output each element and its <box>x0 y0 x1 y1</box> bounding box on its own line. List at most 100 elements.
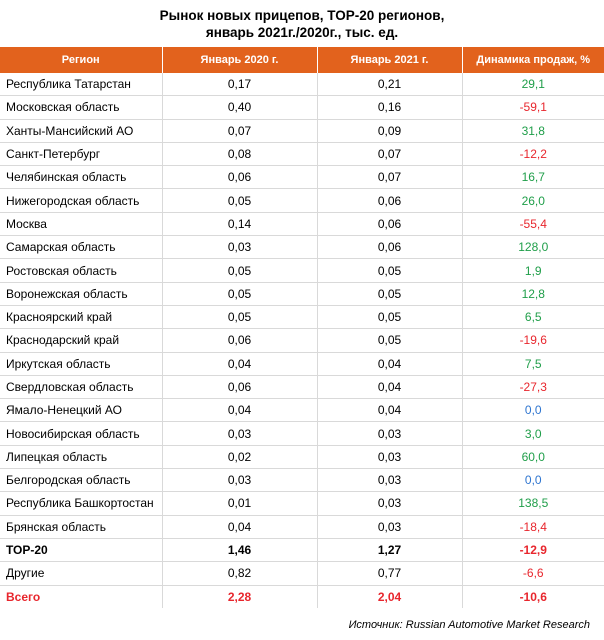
cell-jan-2020: 1,46 <box>162 538 318 563</box>
cell-jan-2020: 0,40 <box>162 95 318 120</box>
cell-region: Брянская область <box>0 515 163 539</box>
table-row: Московская область 0,40 0,16 -59,1 <box>0 95 604 120</box>
table-row: Санкт-Петербург 0,08 0,07 -12,2 <box>0 142 604 167</box>
cell-region: Другие <box>0 561 163 586</box>
cell-change: 7,5 <box>462 352 604 376</box>
header-change: Динамика продаж, % <box>462 47 604 73</box>
cell-jan-2021: 0,05 <box>317 305 463 330</box>
cell-region: Красноярский край <box>0 305 163 330</box>
chart-title-line-1: Рынок новых прицепов, ТОР-20 регионов, <box>159 8 445 23</box>
data-table: Регион Январь 2020 г. Январь 2021 г. Дин… <box>0 47 604 608</box>
cell-region: Липецкая область <box>0 445 163 470</box>
cell-region: Республика Татарстан <box>0 73 163 97</box>
table-row: Нижегородская область 0,05 0,06 26,0 <box>0 188 604 213</box>
cell-jan-2021: 0,03 <box>317 515 463 539</box>
cell-region: Московская область <box>0 95 163 120</box>
table-row: Ростовская область 0,05 0,05 1,9 <box>0 258 604 283</box>
table-row: Брянская область 0,04 0,03 -18,4 <box>0 515 604 539</box>
cell-jan-2020: 0,03 <box>162 421 318 446</box>
cell-change: 3,0 <box>462 421 604 446</box>
cell-jan-2021: 0,04 <box>317 375 463 400</box>
cell-jan-2020: 0,06 <box>162 165 318 190</box>
cell-change: -27,3 <box>462 375 604 400</box>
cell-jan-2021: 0,07 <box>317 165 463 190</box>
cell-jan-2021: 2,04 <box>317 585 463 608</box>
cell-jan-2021: 0,03 <box>317 468 463 493</box>
summary-row: Всего 2,28 2,04 -10,6 <box>0 585 604 608</box>
cell-region: Самарская область <box>0 235 163 260</box>
table-row: Иркутская область 0,04 0,04 7,5 <box>0 352 604 376</box>
table-row: Краснодарский край 0,06 0,05 -19,6 <box>0 328 604 353</box>
cell-jan-2021: 0,06 <box>317 188 463 213</box>
cell-region: Москва <box>0 212 163 237</box>
cell-region: Белгородская область <box>0 468 163 493</box>
cell-jan-2020: 2,28 <box>162 585 318 608</box>
table-row: Москва 0,14 0,06 -55,4 <box>0 212 604 237</box>
cell-jan-2020: 0,14 <box>162 212 318 237</box>
cell-change: -18,4 <box>462 515 604 539</box>
cell-jan-2021: 0,04 <box>317 398 463 423</box>
cell-change: 0,0 <box>462 398 604 423</box>
cell-jan-2020: 0,05 <box>162 258 318 283</box>
cell-change: 26,0 <box>462 188 604 213</box>
cell-jan-2021: 0,16 <box>317 95 463 120</box>
cell-jan-2021: 0,05 <box>317 328 463 353</box>
cell-jan-2020: 0,17 <box>162 73 318 97</box>
cell-jan-2021: 0,03 <box>317 421 463 446</box>
cell-jan-2020: 0,07 <box>162 119 318 143</box>
cell-jan-2020: 0,01 <box>162 491 318 516</box>
table-row: Красноярский край 0,05 0,05 6,5 <box>0 305 604 330</box>
cell-jan-2021: 0,77 <box>317 561 463 586</box>
cell-change: 6,5 <box>462 305 604 330</box>
table-header: Регион Январь 2020 г. Январь 2021 г. Дин… <box>0 47 604 73</box>
chart-title-line-2: январь 2021г./2020г., тыс. ед. <box>205 25 399 40</box>
cell-jan-2021: 0,09 <box>317 119 463 143</box>
cell-jan-2020: 0,02 <box>162 445 318 470</box>
table-row: Челябинская область 0,06 0,07 16,7 <box>0 165 604 190</box>
cell-jan-2020: 0,06 <box>162 328 318 353</box>
cell-region: Всего <box>0 585 163 608</box>
cell-region: Нижегородская область <box>0 188 163 213</box>
summary-row: ТОР-20 1,46 1,27 -12,9 <box>0 538 604 563</box>
header-region: Регион <box>0 47 163 73</box>
cell-jan-2020: 0,82 <box>162 561 318 586</box>
header-jan-2021: Январь 2021 г. <box>317 47 463 73</box>
cell-change: -59,1 <box>462 95 604 120</box>
cell-region: Воронежская область <box>0 282 163 306</box>
cell-region: Челябинская область <box>0 165 163 190</box>
table-row: Ханты-Мансийский АО 0,07 0,09 31,8 <box>0 119 604 143</box>
cell-change: 12,8 <box>462 282 604 306</box>
source-note: Источник: Russian Automotive Market Rese… <box>348 619 590 631</box>
cell-jan-2020: 0,03 <box>162 468 318 493</box>
table-row: Свердловская область 0,06 0,04 -27,3 <box>0 375 604 400</box>
cell-jan-2020: 0,04 <box>162 515 318 539</box>
cell-change: -6,6 <box>462 561 604 586</box>
cell-change: 1,9 <box>462 258 604 283</box>
cell-jan-2021: 0,06 <box>317 235 463 260</box>
chart-title: Рынок новых прицепов, ТОР-20 регионов, я… <box>0 7 604 41</box>
cell-jan-2021: 0,21 <box>317 73 463 97</box>
cell-jan-2021: 0,05 <box>317 282 463 306</box>
cell-jan-2021: 0,07 <box>317 142 463 167</box>
cell-region: Ростовская область <box>0 258 163 283</box>
cell-change: -19,6 <box>462 328 604 353</box>
cell-jan-2021: 0,04 <box>317 352 463 376</box>
cell-jan-2021: 0,05 <box>317 258 463 283</box>
cell-jan-2020: 0,05 <box>162 282 318 306</box>
summary-row: Другие 0,82 0,77 -6,6 <box>0 561 604 586</box>
table-row: Ямало-Ненецкий АО 0,04 0,04 0,0 <box>0 398 604 423</box>
cell-change: 16,7 <box>462 165 604 190</box>
header-jan-2020: Январь 2020 г. <box>162 47 318 73</box>
cell-region: Новосибирская область <box>0 421 163 446</box>
cell-change: -10,6 <box>519 589 547 604</box>
cell-region: Ямало-Ненецкий АО <box>0 398 163 423</box>
cell-region: Свердловская область <box>0 375 163 400</box>
table-row: Республика Татарстан 0,17 0,21 29,1 <box>0 73 604 97</box>
cell-jan-2020: 0,08 <box>162 142 318 167</box>
table-row: Самарская область 0,03 0,06 128,0 <box>0 235 604 260</box>
cell-jan-2020: 0,03 <box>162 235 318 260</box>
table-row: Липецкая область 0,02 0,03 60,0 <box>0 445 604 470</box>
cell-jan-2020: 0,06 <box>162 375 318 400</box>
cell-jan-2020: 0,05 <box>162 305 318 330</box>
cell-region: Краснодарский край <box>0 328 163 353</box>
